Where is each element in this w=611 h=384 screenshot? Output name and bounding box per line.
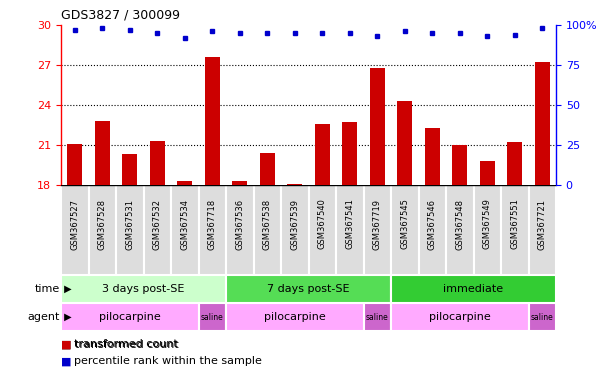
Bar xyxy=(61,275,226,303)
Bar xyxy=(364,185,391,275)
Bar xyxy=(397,101,412,185)
Text: pilocarpine: pilocarpine xyxy=(264,312,326,322)
Text: GSM367548: GSM367548 xyxy=(455,199,464,250)
Text: time: time xyxy=(35,284,60,294)
Bar xyxy=(309,185,336,275)
Bar xyxy=(501,185,529,275)
Text: GSM367718: GSM367718 xyxy=(208,199,217,250)
Bar xyxy=(480,161,495,185)
Text: GSM367545: GSM367545 xyxy=(400,199,409,249)
Bar xyxy=(529,185,556,275)
Bar xyxy=(232,181,247,185)
Text: immediate: immediate xyxy=(444,284,503,294)
Bar xyxy=(281,185,309,275)
Bar xyxy=(474,185,501,275)
Text: GSM367536: GSM367536 xyxy=(235,199,244,250)
Text: 7 days post-SE: 7 days post-SE xyxy=(267,284,350,294)
Bar xyxy=(529,303,556,331)
Text: GSM367540: GSM367540 xyxy=(318,199,327,249)
Text: GSM367546: GSM367546 xyxy=(428,199,437,250)
Text: saline: saline xyxy=(201,313,224,321)
Bar xyxy=(61,185,89,275)
Bar xyxy=(177,181,192,185)
Text: ▶: ▶ xyxy=(60,284,71,294)
Text: GSM367719: GSM367719 xyxy=(373,199,382,250)
Text: saline: saline xyxy=(531,313,554,321)
Text: transformed count: transformed count xyxy=(74,339,178,349)
Text: ▶: ▶ xyxy=(60,312,71,322)
Bar xyxy=(226,185,254,275)
Text: GSM367721: GSM367721 xyxy=(538,199,547,250)
Bar xyxy=(199,303,226,331)
Bar xyxy=(199,185,226,275)
Text: GDS3827 / 300099: GDS3827 / 300099 xyxy=(61,8,180,21)
Text: 3 days post-SE: 3 days post-SE xyxy=(103,284,185,294)
Bar xyxy=(507,142,522,185)
Text: GSM367538: GSM367538 xyxy=(263,199,272,250)
Text: GSM367531: GSM367531 xyxy=(125,199,134,250)
Text: GSM367549: GSM367549 xyxy=(483,199,492,249)
Bar xyxy=(452,145,467,185)
Bar xyxy=(67,144,82,185)
Bar xyxy=(336,185,364,275)
Text: GSM367528: GSM367528 xyxy=(98,199,107,250)
Bar xyxy=(391,185,419,275)
Bar xyxy=(419,185,446,275)
Bar xyxy=(535,62,550,185)
Text: GSM367534: GSM367534 xyxy=(180,199,189,250)
Text: GSM367527: GSM367527 xyxy=(70,199,79,250)
Text: GSM367551: GSM367551 xyxy=(510,199,519,249)
Bar xyxy=(370,68,385,185)
Text: ■: ■ xyxy=(61,339,71,349)
Bar xyxy=(226,303,364,331)
Text: percentile rank within the sample: percentile rank within the sample xyxy=(74,356,262,366)
Bar xyxy=(342,122,357,185)
Bar xyxy=(205,57,220,185)
Bar xyxy=(315,124,330,185)
Bar xyxy=(254,185,281,275)
Bar xyxy=(425,127,440,185)
Bar xyxy=(150,141,165,185)
Text: pilocarpine: pilocarpine xyxy=(99,312,161,322)
Bar xyxy=(171,185,199,275)
Bar xyxy=(364,303,391,331)
Text: saline: saline xyxy=(366,313,389,321)
Bar xyxy=(89,185,116,275)
Text: ■ transformed count: ■ transformed count xyxy=(61,339,179,349)
Bar xyxy=(391,275,556,303)
Text: GSM367539: GSM367539 xyxy=(290,199,299,250)
Bar xyxy=(260,153,275,185)
Bar xyxy=(144,185,171,275)
Bar xyxy=(391,303,529,331)
Text: ■: ■ xyxy=(61,356,71,366)
Bar xyxy=(116,185,144,275)
Text: pilocarpine: pilocarpine xyxy=(429,312,491,322)
Bar xyxy=(95,121,110,185)
Text: GSM367532: GSM367532 xyxy=(153,199,162,250)
Bar xyxy=(122,154,137,185)
Bar xyxy=(287,184,302,185)
Bar xyxy=(226,275,391,303)
Text: GSM367541: GSM367541 xyxy=(345,199,354,249)
Bar xyxy=(446,185,474,275)
Bar xyxy=(61,303,199,331)
Text: agent: agent xyxy=(27,312,60,322)
